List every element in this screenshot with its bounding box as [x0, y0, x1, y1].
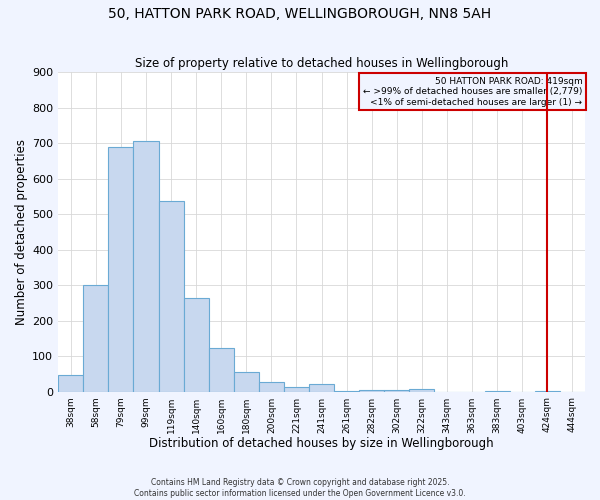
Text: 50 HATTON PARK ROAD: 419sqm
← >99% of detached houses are smaller (2,779)
<1% of: 50 HATTON PARK ROAD: 419sqm ← >99% of de… [363, 77, 583, 106]
Title: Size of property relative to detached houses in Wellingborough: Size of property relative to detached ho… [135, 56, 508, 70]
Bar [359, 390, 384, 392]
Y-axis label: Number of detached properties: Number of detached properties [15, 139, 28, 325]
Bar [234, 372, 259, 392]
Bar [309, 384, 334, 392]
Bar [409, 389, 434, 392]
Bar [485, 391, 510, 392]
Bar [284, 386, 309, 392]
Bar [259, 382, 284, 392]
Text: 50, HATTON PARK ROAD, WELLINGBOROUGH, NN8 5AH: 50, HATTON PARK ROAD, WELLINGBOROUGH, NN… [109, 8, 491, 22]
Bar [58, 376, 83, 392]
Bar [384, 390, 409, 392]
Bar [109, 146, 133, 392]
Bar [535, 391, 560, 392]
Bar [184, 298, 209, 392]
Bar [334, 391, 359, 392]
Bar [209, 348, 234, 392]
Bar [83, 285, 109, 392]
X-axis label: Distribution of detached houses by size in Wellingborough: Distribution of detached houses by size … [149, 437, 494, 450]
Bar [133, 141, 158, 392]
Bar [158, 201, 184, 392]
Text: Contains HM Land Registry data © Crown copyright and database right 2025.
Contai: Contains HM Land Registry data © Crown c… [134, 478, 466, 498]
